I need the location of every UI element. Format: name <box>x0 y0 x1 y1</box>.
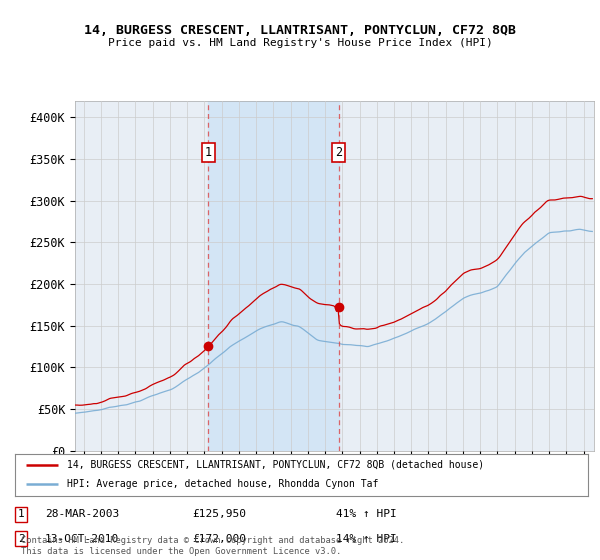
Text: Price paid vs. HM Land Registry's House Price Index (HPI): Price paid vs. HM Land Registry's House … <box>107 38 493 48</box>
Text: 1: 1 <box>205 146 212 159</box>
Text: 41% ↑ HPI: 41% ↑ HPI <box>336 509 397 519</box>
Text: Contains HM Land Registry data © Crown copyright and database right 2024.
This d: Contains HM Land Registry data © Crown c… <box>21 536 404 556</box>
Text: 14, BURGESS CRESCENT, LLANTRISANT, PONTYCLUN, CF72 8QB (detached house): 14, BURGESS CRESCENT, LLANTRISANT, PONTY… <box>67 460 484 470</box>
Text: 1: 1 <box>17 509 25 519</box>
Text: HPI: Average price, detached house, Rhondda Cynon Taf: HPI: Average price, detached house, Rhon… <box>67 479 378 489</box>
Text: 13-OCT-2010: 13-OCT-2010 <box>45 534 119 544</box>
Text: 28-MAR-2003: 28-MAR-2003 <box>45 509 119 519</box>
Text: 14, BURGESS CRESCENT, LLANTRISANT, PONTYCLUN, CF72 8QB: 14, BURGESS CRESCENT, LLANTRISANT, PONTY… <box>84 24 516 36</box>
Text: £125,950: £125,950 <box>192 509 246 519</box>
Text: 2: 2 <box>335 146 342 159</box>
Text: 2: 2 <box>17 534 25 544</box>
Text: £172,000: £172,000 <box>192 534 246 544</box>
Text: 14% ↑ HPI: 14% ↑ HPI <box>336 534 397 544</box>
Bar <box>208 101 338 451</box>
